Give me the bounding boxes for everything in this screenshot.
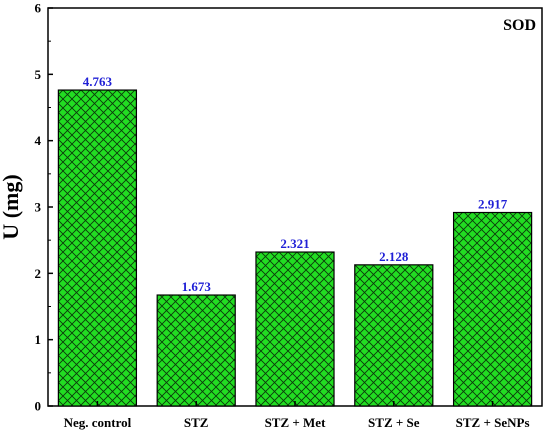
bar-value-label: 2.128 [379, 249, 409, 264]
bar-stz [156, 294, 236, 407]
bar-value-label: 1.673 [182, 279, 212, 294]
bar-value-label: 4.763 [83, 74, 113, 89]
chart-title: SOD [503, 17, 536, 34]
y-tick-label: 4 [35, 133, 42, 148]
x-tick-label: STZ + SeNPs [456, 415, 530, 430]
y-tick-label: 1 [35, 332, 42, 347]
bar-stz-met [255, 251, 335, 407]
x-axis-ticks: Neg. control STZ STZ + Met STZ + Se STZ + Se… [64, 401, 530, 430]
bar-neg-control [57, 89, 138, 407]
bar-value-label: 2.917 [478, 197, 508, 212]
x-tick-label: STZ [184, 415, 209, 430]
y-axis-label: U (mg) [0, 174, 23, 239]
x-tick-label: Neg. control [64, 415, 132, 430]
y-tick-label: 6 [35, 1, 42, 16]
y-tick-label: 5 [35, 67, 42, 82]
y-tick-label: 0 [35, 399, 42, 414]
y-tick-label: 3 [35, 200, 42, 215]
x-tick-label: STZ + Met [265, 415, 327, 430]
bars-group: 4.763 1.673 2.321 2.128 2.917 [57, 74, 533, 407]
y-axis-ticks: 0 1 2 3 4 5 6 [35, 1, 53, 414]
bar-stz-se [354, 264, 434, 407]
x-tick-label: STZ + Se [368, 415, 420, 430]
bar-stz-senps [452, 211, 533, 407]
bar-value-label: 2.321 [280, 236, 309, 251]
y-tick-label: 2 [35, 266, 42, 281]
